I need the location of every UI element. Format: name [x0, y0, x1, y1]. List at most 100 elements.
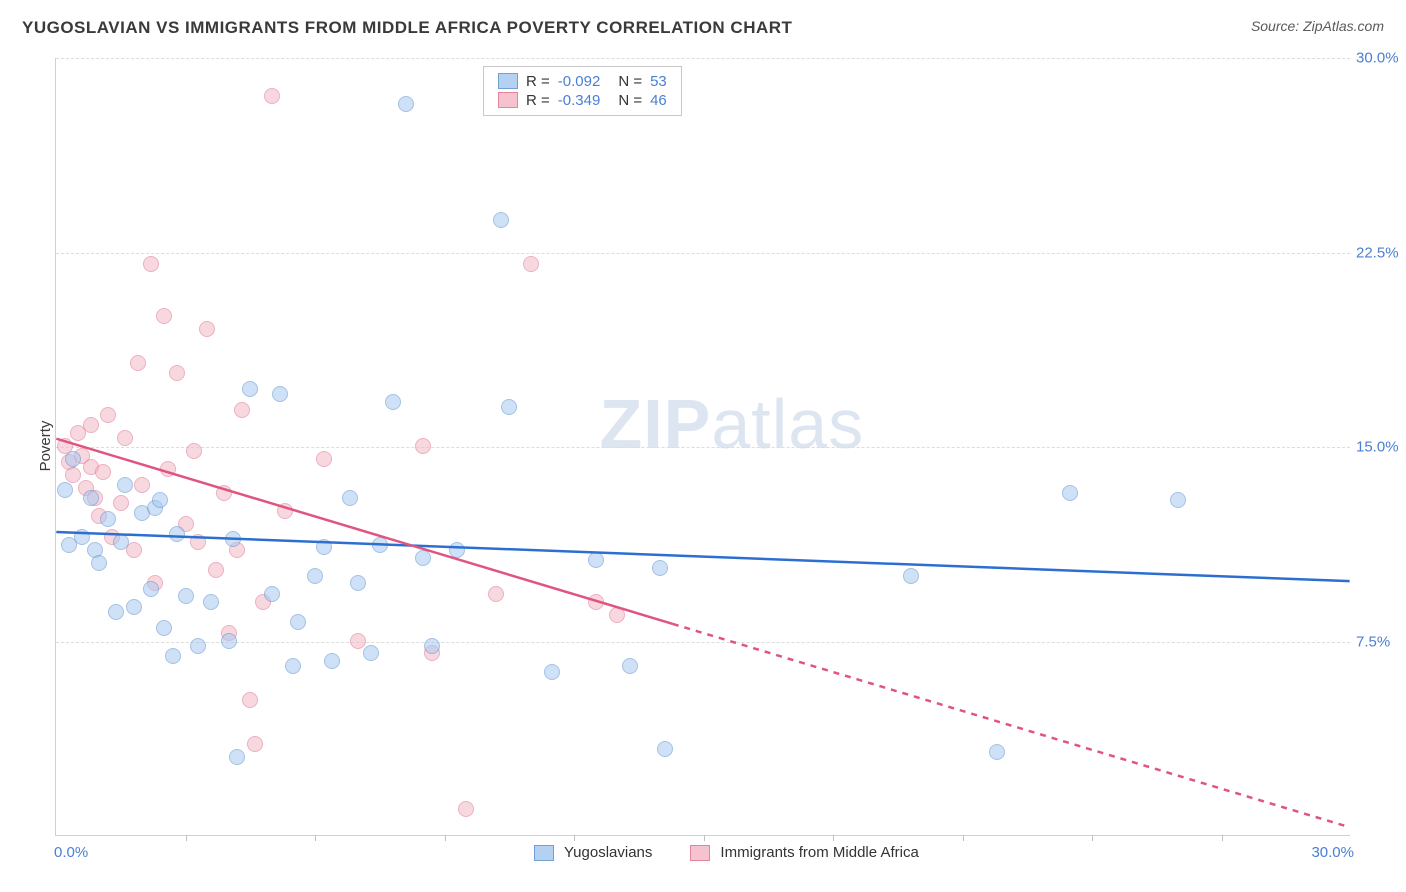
scatter-point-pink: [277, 503, 293, 519]
stats-n-label: N =: [618, 92, 642, 109]
x-axis-min-label: 0.0%: [54, 844, 88, 861]
scatter-point-blue: [190, 638, 206, 654]
scatter-point-blue: [156, 620, 172, 636]
x-tick: [574, 835, 575, 841]
scatter-point-pink: [350, 633, 366, 649]
scatter-point-blue: [989, 744, 1005, 760]
watermark-rest: atlas: [711, 385, 864, 463]
scatter-point-blue: [324, 653, 340, 669]
scatter-point-pink: [160, 461, 176, 477]
scatter-point-blue: [350, 575, 366, 591]
watermark: ZIPatlas: [599, 384, 864, 464]
x-tick: [315, 835, 316, 841]
scatter-point-blue: [501, 399, 517, 415]
scatter-point-blue: [203, 594, 219, 610]
scatter-point-pink: [134, 477, 150, 493]
correlation-stats-box: R = -0.092 N = 53 R = -0.349 N = 46: [483, 66, 682, 116]
scatter-point-blue: [372, 537, 388, 553]
x-tick: [704, 835, 705, 841]
scatter-point-blue: [622, 658, 638, 674]
legend-label-blue: Yugoslavians: [564, 844, 652, 861]
scatter-point-pink: [415, 438, 431, 454]
scatter-point-blue: [493, 212, 509, 228]
x-tick: [1092, 835, 1093, 841]
scatter-point-blue: [242, 381, 258, 397]
y-tick-label: 30.0%: [1356, 50, 1406, 67]
scatter-point-blue: [544, 664, 560, 680]
scatter-point-pink: [186, 443, 202, 459]
scatter-point-blue: [221, 633, 237, 649]
scatter-point-blue: [657, 741, 673, 757]
chart-source: Source: ZipAtlas.com: [1251, 18, 1384, 34]
swatch-pink: [498, 92, 518, 108]
scatter-plot-area: ZIPatlas R = -0.092 N = 53 R = -0.349 N …: [55, 58, 1350, 836]
swatch-blue: [498, 73, 518, 89]
scatter-point-blue: [285, 658, 301, 674]
x-axis-max-label: 30.0%: [1311, 844, 1354, 861]
scatter-point-blue: [264, 586, 280, 602]
x-tick: [445, 835, 446, 841]
scatter-point-pink: [190, 534, 206, 550]
stats-n-label: N =: [618, 73, 642, 90]
scatter-point-pink: [609, 607, 625, 623]
legend-swatch-pink: [690, 845, 710, 861]
scatter-point-blue: [1170, 492, 1186, 508]
stats-n-value-blue: 53: [650, 73, 667, 90]
scatter-point-blue: [316, 539, 332, 555]
y-axis-title: Poverty: [37, 421, 54, 472]
scatter-point-pink: [523, 256, 539, 272]
stats-r-label: R =: [526, 73, 550, 90]
scatter-point-blue: [108, 604, 124, 620]
scatter-point-pink: [113, 495, 129, 511]
scatter-point-blue: [178, 588, 194, 604]
scatter-point-pink: [156, 308, 172, 324]
scatter-point-blue: [415, 550, 431, 566]
scatter-point-blue: [363, 645, 379, 661]
gridline-h: [56, 642, 1350, 643]
stats-r-value-blue: -0.092: [558, 73, 601, 90]
scatter-point-pink: [199, 321, 215, 337]
x-tick: [963, 835, 964, 841]
scatter-point-pink: [169, 365, 185, 381]
scatter-point-pink: [83, 417, 99, 433]
scatter-point-blue: [113, 534, 129, 550]
stats-row-pink: R = -0.349 N = 46: [498, 91, 667, 110]
trend-line: [673, 624, 1350, 827]
scatter-point-blue: [74, 529, 90, 545]
scatter-point-blue: [307, 568, 323, 584]
scatter-point-blue: [588, 552, 604, 568]
scatter-point-blue: [272, 386, 288, 402]
x-tick: [186, 835, 187, 841]
scatter-point-blue: [126, 599, 142, 615]
scatter-point-blue: [83, 490, 99, 506]
scatter-point-blue: [229, 749, 245, 765]
y-tick-label: 7.5%: [1356, 633, 1406, 650]
scatter-point-pink: [65, 467, 81, 483]
gridline-h: [56, 253, 1350, 254]
scatter-point-pink: [100, 407, 116, 423]
scatter-point-blue: [398, 96, 414, 112]
scatter-point-pink: [117, 430, 133, 446]
scatter-point-pink: [242, 692, 258, 708]
scatter-point-blue: [152, 492, 168, 508]
scatter-point-pink: [488, 586, 504, 602]
scatter-point-blue: [57, 482, 73, 498]
stats-n-value-pink: 46: [650, 92, 667, 109]
gridline-h: [56, 58, 1350, 59]
stats-r-label: R =: [526, 92, 550, 109]
scatter-point-blue: [225, 531, 241, 547]
scatter-point-pink: [216, 485, 232, 501]
x-tick: [833, 835, 834, 841]
scatter-point-blue: [385, 394, 401, 410]
gridline-h: [56, 447, 1350, 448]
chart-title: YUGOSLAVIAN VS IMMIGRANTS FROM MIDDLE AF…: [22, 18, 792, 38]
y-tick-label: 22.5%: [1356, 244, 1406, 261]
scatter-point-pink: [316, 451, 332, 467]
scatter-point-blue: [903, 568, 919, 584]
x-tick: [1222, 835, 1223, 841]
scatter-point-blue: [342, 490, 358, 506]
scatter-point-pink: [208, 562, 224, 578]
scatter-point-pink: [95, 464, 111, 480]
scatter-point-blue: [652, 560, 668, 576]
scatter-point-blue: [169, 526, 185, 542]
